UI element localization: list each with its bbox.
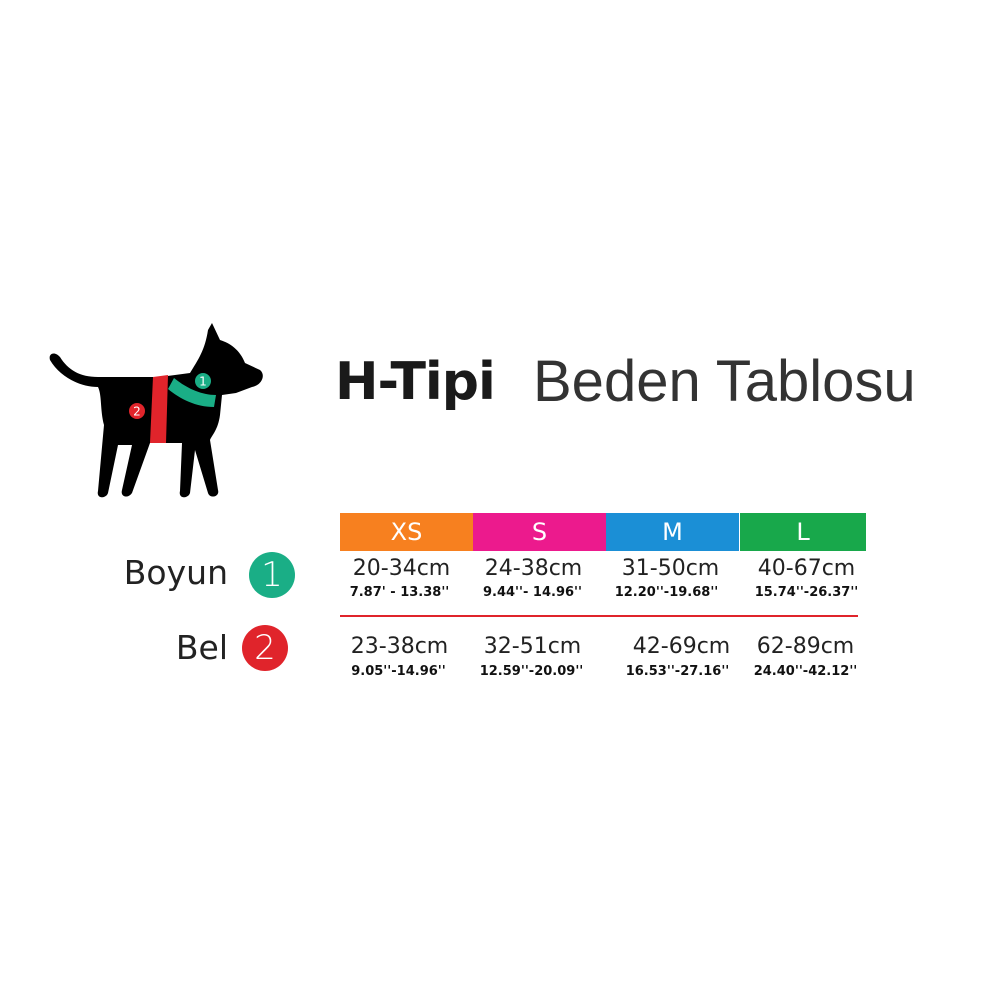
size-header-s: S — [473, 513, 606, 551]
row-label-waist: Bel — [175, 628, 228, 667]
dog-harness-illustration: 1 2 — [49, 323, 263, 498]
waist-number-badge: 2 — [242, 625, 288, 671]
neck-cm-m: 31-50cm — [621, 556, 720, 581]
size-header-l: L — [740, 513, 866, 551]
waist-inch-xs: 9.05''-14.96'' — [351, 664, 446, 679]
neck-inch-l: 15.74''-26.37'' — [754, 585, 859, 600]
neck-cm-xs: 20-34cm — [352, 556, 451, 581]
waist-cm-m: 42-69cm — [632, 634, 731, 659]
neck-cm-s: 24-38cm — [484, 556, 583, 581]
waist-marker-icon — [129, 403, 145, 419]
waist-inch-s: 12.59''-20.09'' — [479, 664, 584, 679]
neck-marker-icon — [195, 373, 211, 389]
neck-collar — [168, 378, 216, 407]
neck-inch-m: 12.20''-19.68'' — [614, 585, 719, 600]
neck-cm-l: 40-67cm — [757, 556, 856, 581]
waist-cm-l: 62-89cm — [756, 634, 855, 659]
title-bold: H-Tipi — [335, 352, 496, 412]
waist-inch-m: 16.53''-27.16'' — [625, 664, 730, 679]
neck-number-badge: 1 — [249, 552, 295, 598]
waist-inch-l: 24.40''-42.12'' — [753, 664, 858, 679]
waist-cm-s: 32-51cm — [483, 634, 582, 659]
neck-inch-xs: 7.87' - 13.38'' — [349, 585, 450, 600]
neck-marker-number: 1 — [199, 375, 207, 389]
waist-cm-xs: 23-38cm — [350, 634, 449, 659]
row-label-neck: Boyun — [123, 553, 228, 592]
size-header-xs: XS — [340, 513, 473, 551]
waist-strap — [150, 375, 168, 443]
neck-inch-s: 9.44''- 14.96'' — [482, 585, 583, 600]
waist-marker-number: 2 — [133, 405, 141, 419]
size-header-m: M — [606, 513, 739, 551]
row-divider — [340, 615, 858, 617]
title-light: Beden Tablosu — [533, 349, 916, 414]
